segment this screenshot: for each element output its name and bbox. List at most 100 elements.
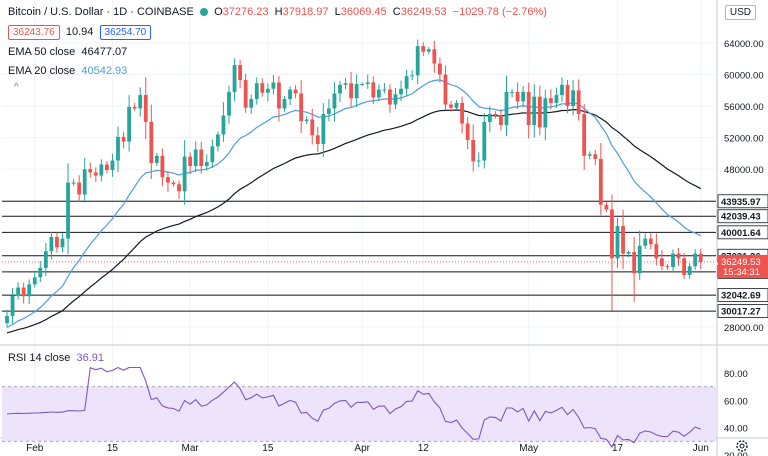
candle-body: [105, 164, 109, 171]
candle-body: [560, 84, 564, 96]
candle: [299, 80, 304, 134]
candle: [193, 141, 198, 173]
candle: [399, 80, 403, 102]
candle: [388, 84, 392, 113]
candle-body: [127, 106, 131, 142]
candle: [38, 261, 43, 283]
candle-body: [637, 245, 642, 274]
rsi-legend[interactable]: RSI 14 close 36.91: [8, 352, 104, 364]
candle: [687, 263, 692, 279]
candle-body: [521, 91, 526, 102]
candle-body: [154, 155, 159, 163]
price-axis: 28000.0032000.0036000.0040000.0044000.00…: [717, 39, 768, 456]
time-tick-label: Apr: [354, 443, 370, 454]
candle-body: [193, 149, 198, 167]
candle: [698, 248, 703, 270]
ohlc-high-label: H: [274, 6, 283, 18]
candle-body: [576, 90, 581, 114]
candle: [682, 252, 686, 279]
candle-body: [365, 82, 370, 85]
candle: [637, 230, 642, 280]
candle: [21, 282, 26, 304]
candle-body: [360, 84, 365, 86]
candle-body: [582, 114, 587, 156]
candle-body: [443, 74, 448, 105]
candle-body: [476, 160, 481, 162]
candle-body: [471, 140, 476, 162]
countdown-label: 15:34:31: [723, 267, 760, 278]
candle-body: [288, 89, 292, 100]
bid-ask-row: 36243.76 10.94 36254.70: [8, 25, 152, 40]
candle-body: [648, 238, 653, 245]
candle: [238, 59, 242, 89]
ohlc-close-label: C: [392, 6, 401, 18]
candle: [621, 209, 625, 270]
candle-body: [449, 104, 453, 108]
candle-body: [571, 90, 575, 107]
candle: [643, 233, 648, 249]
candle: [376, 84, 381, 102]
candle-body: [299, 93, 304, 122]
candle: [282, 96, 287, 112]
candle-body: [265, 88, 270, 93]
candle-body: [166, 177, 170, 183]
rsi-panel: [2, 366, 716, 449]
candle-body: [404, 76, 409, 89]
candle-body: [177, 184, 181, 192]
gear-hub: [739, 443, 745, 449]
ema50-path: [6, 108, 702, 334]
candle: [232, 58, 237, 102]
candle: [515, 82, 520, 109]
candle: [532, 84, 537, 138]
candle: [227, 85, 231, 124]
rsi-line: [6, 366, 702, 449]
candle-body: [460, 102, 464, 124]
candle-body: [438, 63, 442, 75]
candle-body: [665, 266, 670, 268]
candle: [560, 77, 564, 102]
candle-body: [43, 251, 48, 268]
candle-body: [376, 89, 381, 98]
time-axis: Feb 15 Mar 15 Apr 12 May 17 Jun: [26, 440, 748, 454]
time-tick-label: 12: [418, 443, 430, 454]
candle-body: [60, 238, 65, 248]
candle-body: [116, 136, 120, 161]
level-tag: [717, 209, 768, 224]
candle-body: [327, 108, 331, 114]
settings-gear-icon[interactable]: [736, 440, 748, 452]
candle: [332, 82, 337, 122]
candle: [16, 282, 20, 300]
candle: [593, 149, 598, 166]
candle-body: [532, 96, 537, 126]
candle-body: [149, 121, 154, 163]
candle: [610, 194, 614, 311]
candle-body: [598, 158, 603, 205]
candle: [476, 152, 481, 168]
candle-body: [543, 98, 548, 128]
candle-body: [16, 287, 20, 296]
candle-body: [621, 226, 625, 254]
ema50-legend[interactable]: EMA 50 close 46477.07: [8, 46, 127, 58]
chart-header: Bitcoin / U.S. Dollar · 1D · COINBASE O3…: [8, 6, 547, 18]
candle: [55, 232, 59, 253]
candle: [188, 152, 193, 174]
price-tick-label: 28000.00: [724, 323, 764, 334]
candle-body: [238, 65, 242, 81]
collapse-legend-icon[interactable]: ^: [14, 82, 19, 93]
candle-body: [654, 244, 659, 259]
price-tick-label: 56000.00: [724, 102, 764, 113]
candle-body: [410, 75, 415, 77]
candle: [216, 131, 220, 152]
current-price-label: 36249.53: [721, 257, 761, 268]
time-tick-label: 15: [107, 443, 119, 454]
ask-button[interactable]: 36254.70: [99, 25, 152, 40]
candle: [127, 95, 131, 152]
currency-button[interactable]: USD: [724, 5, 756, 20]
ema20-legend[interactable]: EMA 20 close 40542.93: [8, 65, 127, 77]
candle-body: [393, 94, 398, 105]
bid-button[interactable]: 36243.76: [8, 25, 60, 40]
candle: [371, 76, 376, 104]
horizontal-levels: [2, 200, 716, 312]
candle-body: [88, 169, 93, 173]
